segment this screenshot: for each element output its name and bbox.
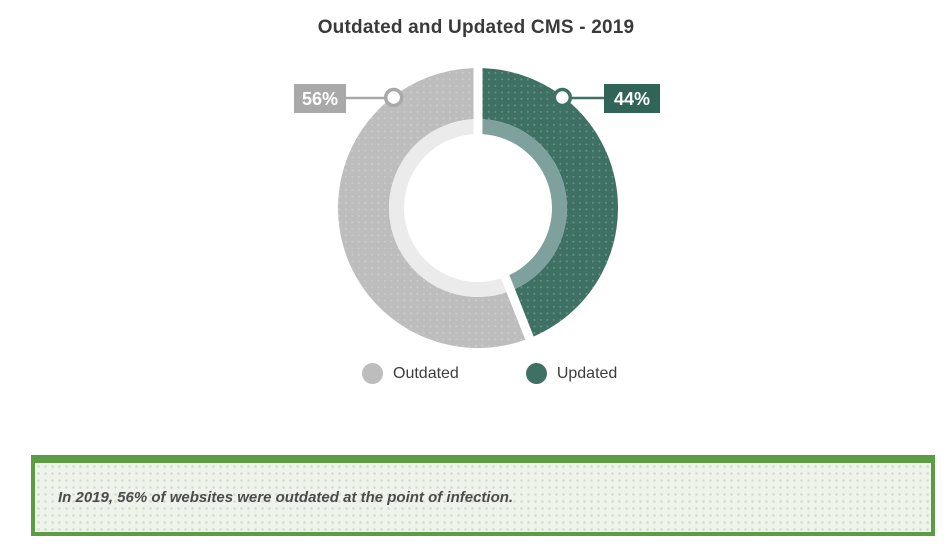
infection-note: In 2019, 56% of websites were outdated a…: [31, 455, 935, 536]
legend-swatch-updated: [525, 363, 547, 384]
callout-marker-outdated: [383, 87, 404, 108]
legend-label-outdated: Outdated: [393, 364, 459, 382]
callout-updated: 44%: [552, 84, 660, 113]
legend-swatch-outdated: [362, 363, 383, 384]
chart-title: Outdated and Updated CMS - 2019: [317, 17, 635, 38]
note-text: In 2019, 56% of websites were outdated a…: [58, 489, 514, 506]
chart-legend: Outdated Updated: [362, 363, 617, 384]
callout-box-outdated: [294, 84, 346, 113]
callout-value-outdated: 56%: [302, 89, 338, 109]
callout-box-updated: [604, 84, 660, 113]
callout-outdated: 56%: [294, 84, 404, 113]
legend-item-updated[interactable]: Updated: [525, 363, 618, 384]
legend-item-outdated[interactable]: Outdated: [362, 363, 459, 384]
donut-slices: [337, 68, 618, 348]
callout-marker-updated: [552, 87, 573, 108]
callout-value-updated: 44%: [614, 89, 650, 109]
legend-label-updated: Updated: [556, 364, 618, 382]
